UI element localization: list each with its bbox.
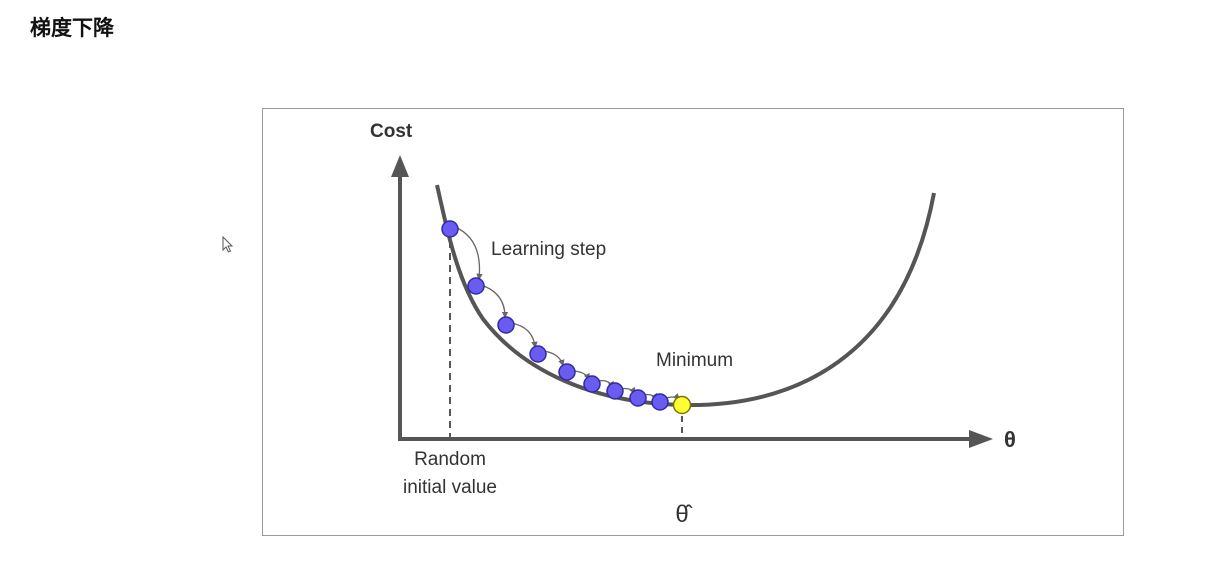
random-initial-value-label-line1: Random <box>414 449 486 470</box>
step-arrow <box>454 226 483 281</box>
descent-points <box>441 220 669 411</box>
y-axis-label: Cost <box>370 121 413 142</box>
step-point <box>441 220 459 238</box>
y-axis-arrowhead <box>391 155 409 177</box>
x-axis-arrowhead <box>969 430 993 448</box>
diagram-canvas: Cost θ <box>370 121 1016 528</box>
step-point <box>629 389 647 407</box>
learning-step-label: Learning step <box>491 239 606 260</box>
gradient-descent-diagram: Cost θ <box>262 108 1124 536</box>
step-point <box>651 393 669 411</box>
random-initial-value-label-line2: initial value <box>403 477 497 498</box>
step-point <box>558 363 576 381</box>
step-arrow <box>480 284 509 319</box>
step-point <box>467 277 485 295</box>
x-axis-label: θ <box>1004 427 1016 452</box>
step-point <box>583 375 601 393</box>
cost-curve <box>435 184 936 408</box>
step-point <box>606 382 624 400</box>
minimum-point <box>672 395 692 415</box>
minimum-label: Minimum <box>656 350 733 371</box>
mouse-pointer-icon <box>222 236 234 253</box>
page-title: 梯度下降 <box>30 16 114 40</box>
step-point <box>529 345 547 363</box>
optimal-theta-label: θ̂ <box>675 501 692 528</box>
step-point <box>497 316 515 334</box>
